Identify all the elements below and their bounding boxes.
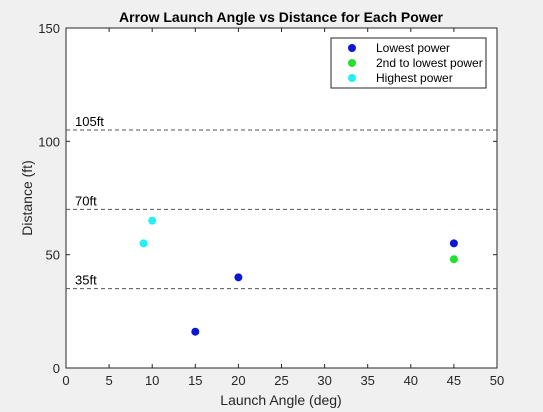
- legend-label: Highest power: [376, 71, 453, 85]
- reference-lines: 105ft 70ft 35ft: [66, 114, 497, 290]
- x-tick-label: 15: [188, 373, 202, 388]
- legend-marker: [348, 59, 356, 67]
- legend-label: 2nd to lowest power: [376, 56, 483, 70]
- x-tick-label: 20: [231, 373, 245, 388]
- legend-label: Lowest power: [376, 41, 450, 55]
- y-tick-label: 0: [53, 361, 60, 376]
- x-tick-label: 50: [490, 373, 504, 388]
- chart-title: Arrow Launch Angle vs Distance for Each …: [119, 9, 443, 25]
- x-tick-label: 10: [145, 373, 159, 388]
- x-axis-ticks: 0 5 10 15 20 25 30 35 40 45 50: [62, 28, 504, 388]
- x-tick-label: 40: [404, 373, 418, 388]
- data-point: [148, 216, 157, 225]
- data-point: [449, 255, 458, 264]
- data-point: [449, 239, 458, 248]
- x-tick-label: 5: [105, 373, 112, 388]
- data-points: [139, 216, 458, 336]
- y-axis-ticks: 0 50 100 150: [38, 21, 497, 376]
- data-point: [191, 327, 200, 336]
- x-tick-label: 45: [447, 373, 461, 388]
- data-point: [234, 273, 243, 282]
- x-tick-label: 25: [274, 373, 288, 388]
- x-tick-label: 0: [62, 373, 69, 388]
- legend-box: [330, 37, 487, 89]
- x-tick-label: 35: [360, 373, 374, 388]
- reference-line-label: 105ft: [75, 114, 104, 129]
- reference-line-label: 70ft: [75, 193, 97, 208]
- y-tick-label: 150: [38, 21, 60, 36]
- y-tick-label: 50: [46, 248, 60, 263]
- y-axis-label: Distance (ft): [19, 160, 35, 235]
- legend-marker: [348, 44, 356, 52]
- y-tick-label: 100: [38, 134, 60, 149]
- x-axis-label: Launch Angle (deg): [220, 392, 341, 408]
- legend-marker: [348, 74, 356, 82]
- reference-line-label: 35ft: [75, 273, 97, 288]
- x-tick-label: 30: [317, 373, 331, 388]
- data-point: [139, 239, 148, 248]
